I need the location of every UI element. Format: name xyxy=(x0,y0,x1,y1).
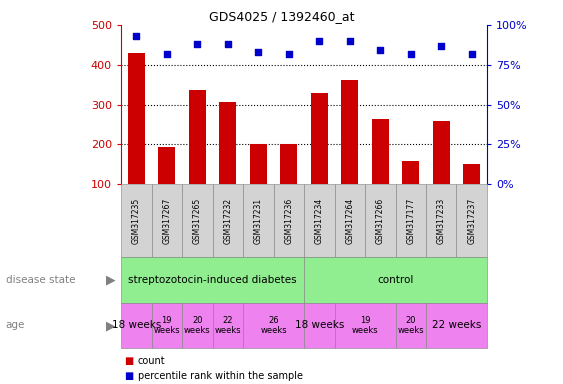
Point xyxy=(193,41,202,47)
Text: 20
weeks: 20 weeks xyxy=(397,316,424,335)
Text: 26
weeks: 26 weeks xyxy=(260,316,287,335)
Text: 22
weeks: 22 weeks xyxy=(215,316,241,335)
Bar xyxy=(280,144,297,224)
Text: GSM317267: GSM317267 xyxy=(162,198,171,244)
Bar xyxy=(372,119,388,224)
Bar xyxy=(311,93,328,224)
Text: GSM317235: GSM317235 xyxy=(132,198,141,244)
Bar xyxy=(403,161,419,224)
Point xyxy=(437,43,446,49)
Text: ■: ■ xyxy=(124,356,133,366)
Text: ▶: ▶ xyxy=(106,274,115,287)
Point xyxy=(376,47,385,53)
Point xyxy=(345,38,354,44)
Text: streptozotocin-induced diabetes: streptozotocin-induced diabetes xyxy=(128,275,297,285)
Text: 19
weeks: 19 weeks xyxy=(352,316,378,335)
Text: GSM317232: GSM317232 xyxy=(224,198,233,244)
Text: GSM317266: GSM317266 xyxy=(376,198,385,244)
Text: ▶: ▶ xyxy=(106,319,115,332)
Text: GSM317231: GSM317231 xyxy=(254,198,263,244)
Bar xyxy=(433,121,450,224)
Text: GSM317265: GSM317265 xyxy=(193,198,202,244)
Point xyxy=(467,51,476,57)
Text: age: age xyxy=(6,320,25,331)
Bar xyxy=(463,164,480,224)
Bar xyxy=(250,144,267,224)
Text: 19
weeks: 19 weeks xyxy=(154,316,180,335)
Text: count: count xyxy=(138,356,166,366)
Point xyxy=(132,33,141,39)
Bar xyxy=(220,102,236,224)
Text: control: control xyxy=(377,275,414,285)
Text: 18 weeks: 18 weeks xyxy=(111,320,161,331)
Text: GDS4025 / 1392460_at: GDS4025 / 1392460_at xyxy=(209,10,354,23)
Text: percentile rank within the sample: percentile rank within the sample xyxy=(138,371,303,381)
Text: 18 weeks: 18 weeks xyxy=(294,320,344,331)
Point xyxy=(254,49,263,55)
Text: GSM317233: GSM317233 xyxy=(437,198,446,244)
Point xyxy=(315,38,324,44)
Bar xyxy=(158,147,175,224)
Text: disease state: disease state xyxy=(6,275,75,285)
Text: GSM317264: GSM317264 xyxy=(345,198,354,244)
Point xyxy=(224,41,233,47)
Text: GSM317234: GSM317234 xyxy=(315,198,324,244)
Bar xyxy=(341,80,358,224)
Bar xyxy=(189,89,205,224)
Point xyxy=(162,51,171,57)
Text: GSM317237: GSM317237 xyxy=(467,198,476,244)
Text: 20
weeks: 20 weeks xyxy=(184,316,211,335)
Text: 22 weeks: 22 weeks xyxy=(432,320,481,331)
Text: GSM317177: GSM317177 xyxy=(406,198,415,244)
Text: ■: ■ xyxy=(124,371,133,381)
Point xyxy=(406,51,415,57)
Bar xyxy=(128,53,145,224)
Text: GSM317236: GSM317236 xyxy=(284,198,293,244)
Point xyxy=(284,51,293,57)
